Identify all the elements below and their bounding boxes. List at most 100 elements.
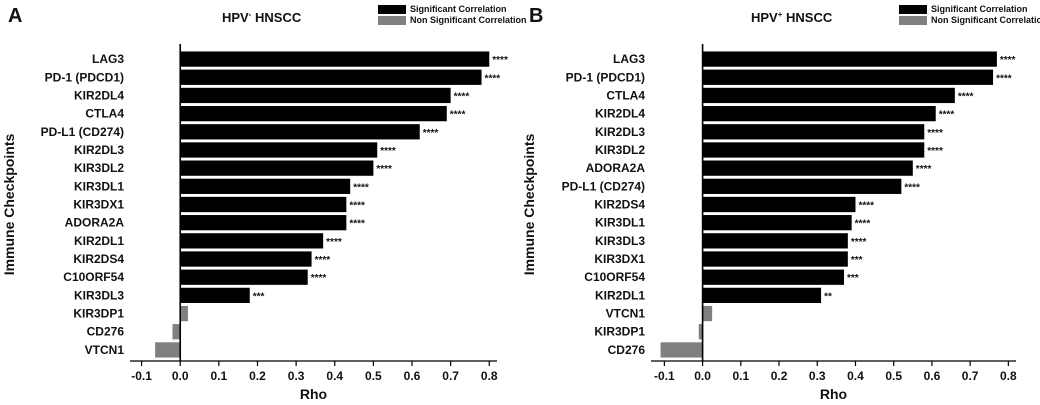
significance-label: **** [353,182,369,193]
legend-swatch [378,5,406,14]
bar [702,178,902,194]
significance-label: **** [927,128,943,139]
x-tick-label: 0.2 [771,369,788,383]
legend-label: Significant Correlation [931,4,1028,14]
category-label: KIR3DL2 [74,161,124,175]
significance-label: **** [939,110,955,121]
bar [180,215,347,231]
category-label: PD-L1 (CD274) [41,125,124,139]
x-tick-label: 0.0 [172,369,189,383]
significance-label: **** [376,164,392,175]
category-label: C10ORF54 [584,270,645,284]
bar [180,178,351,194]
legend-label: Non Significant Correlation [410,15,527,25]
category-label: KIR3DL3 [595,234,645,248]
category-label: KIR2DL1 [74,234,124,248]
title-prefix: HPV [751,10,778,25]
x-axis-label: Rho [820,386,847,402]
bar [702,142,925,158]
x-tick-label: 0.0 [694,369,711,383]
bar [180,51,490,67]
bar [702,87,955,104]
bar [702,269,845,285]
category-label: PD-1 (PDCD1) [566,70,645,84]
x-tick-label: 0.7 [442,369,459,383]
x-tick-label: 0.3 [288,369,305,383]
x-tick-label: 0.4 [847,369,864,383]
x-tick-label: 0.6 [924,369,941,383]
category-label: KIR2DL3 [595,125,645,139]
significance-label: **** [996,73,1012,84]
significance-label: **** [1000,55,1016,66]
category-label: KIR2DS4 [73,252,124,266]
significance-label: *** [851,255,863,266]
bar [172,324,181,340]
category-label: VTCN1 [606,307,646,321]
category-label: KIR2DL4 [74,88,124,102]
bar [702,251,848,267]
bar [180,105,447,122]
category-label: LAG3 [92,52,124,66]
category-label: ADORA2A [586,161,646,175]
x-tick-label: 0.6 [404,369,421,383]
category-label: CD276 [87,325,125,339]
title-superscript: + [778,10,783,19]
bar [180,196,347,213]
significance-label: **** [485,73,501,84]
bar [702,287,822,304]
bar [180,233,324,249]
title-prefix: HPV [222,10,249,25]
category-label: KIR3DX1 [594,252,645,266]
bar [702,233,848,249]
y-axis-label: Immune Checkpoints [521,134,537,276]
significance-label: **** [380,146,396,157]
category-label: KIR3DX1 [73,198,124,212]
significance-label: **** [492,55,508,66]
x-tick-label: 0.3 [809,369,826,383]
significance-label: **** [326,237,342,248]
legend-label: Significant Correlation [410,4,507,14]
category-label: CD276 [608,343,646,357]
category-label: KIR3DP1 [594,325,645,339]
significance-label: **** [916,164,932,175]
category-label: CTLA4 [606,88,645,102]
bar [660,342,703,358]
x-tick-label: -0.1 [654,369,675,383]
chart-title: HPV+ HNSCC [751,10,833,25]
significance-label: **** [349,201,365,212]
bar [702,305,713,322]
category-label: KIR3DP1 [73,307,124,321]
category-label: KIR2DL3 [74,143,124,157]
bar [155,342,181,358]
category-label: CTLA4 [85,107,124,121]
category-label: ADORA2A [65,216,125,230]
bar [180,251,312,267]
category-label: KIR3DL2 [595,143,645,157]
significance-label: **** [450,110,466,121]
title-superscript: - [249,10,252,19]
bar [702,124,925,140]
panel-letter: B [529,5,543,27]
x-tick-label: 0.5 [365,369,382,383]
significance-label: **** [927,146,943,157]
category-label: C10ORF54 [63,270,124,284]
x-tick-label: 0.4 [326,369,343,383]
category-label: KIR2DL1 [595,288,645,302]
bar [180,87,451,104]
bar [702,69,994,85]
x-tick-label: 0.1 [732,369,749,383]
significance-label: *** [847,273,859,284]
significance-label: **** [311,273,327,284]
category-label: KIR3DL1 [74,179,124,193]
significance-label: **** [858,201,874,212]
x-tick-label: 0.8 [1000,369,1017,383]
title-suffix: HNSCC [782,10,832,25]
bar [702,160,913,176]
x-tick-label: 0.1 [211,369,228,383]
significance-label: **** [851,237,867,248]
significance-label: **** [423,128,439,139]
bar [180,69,482,85]
